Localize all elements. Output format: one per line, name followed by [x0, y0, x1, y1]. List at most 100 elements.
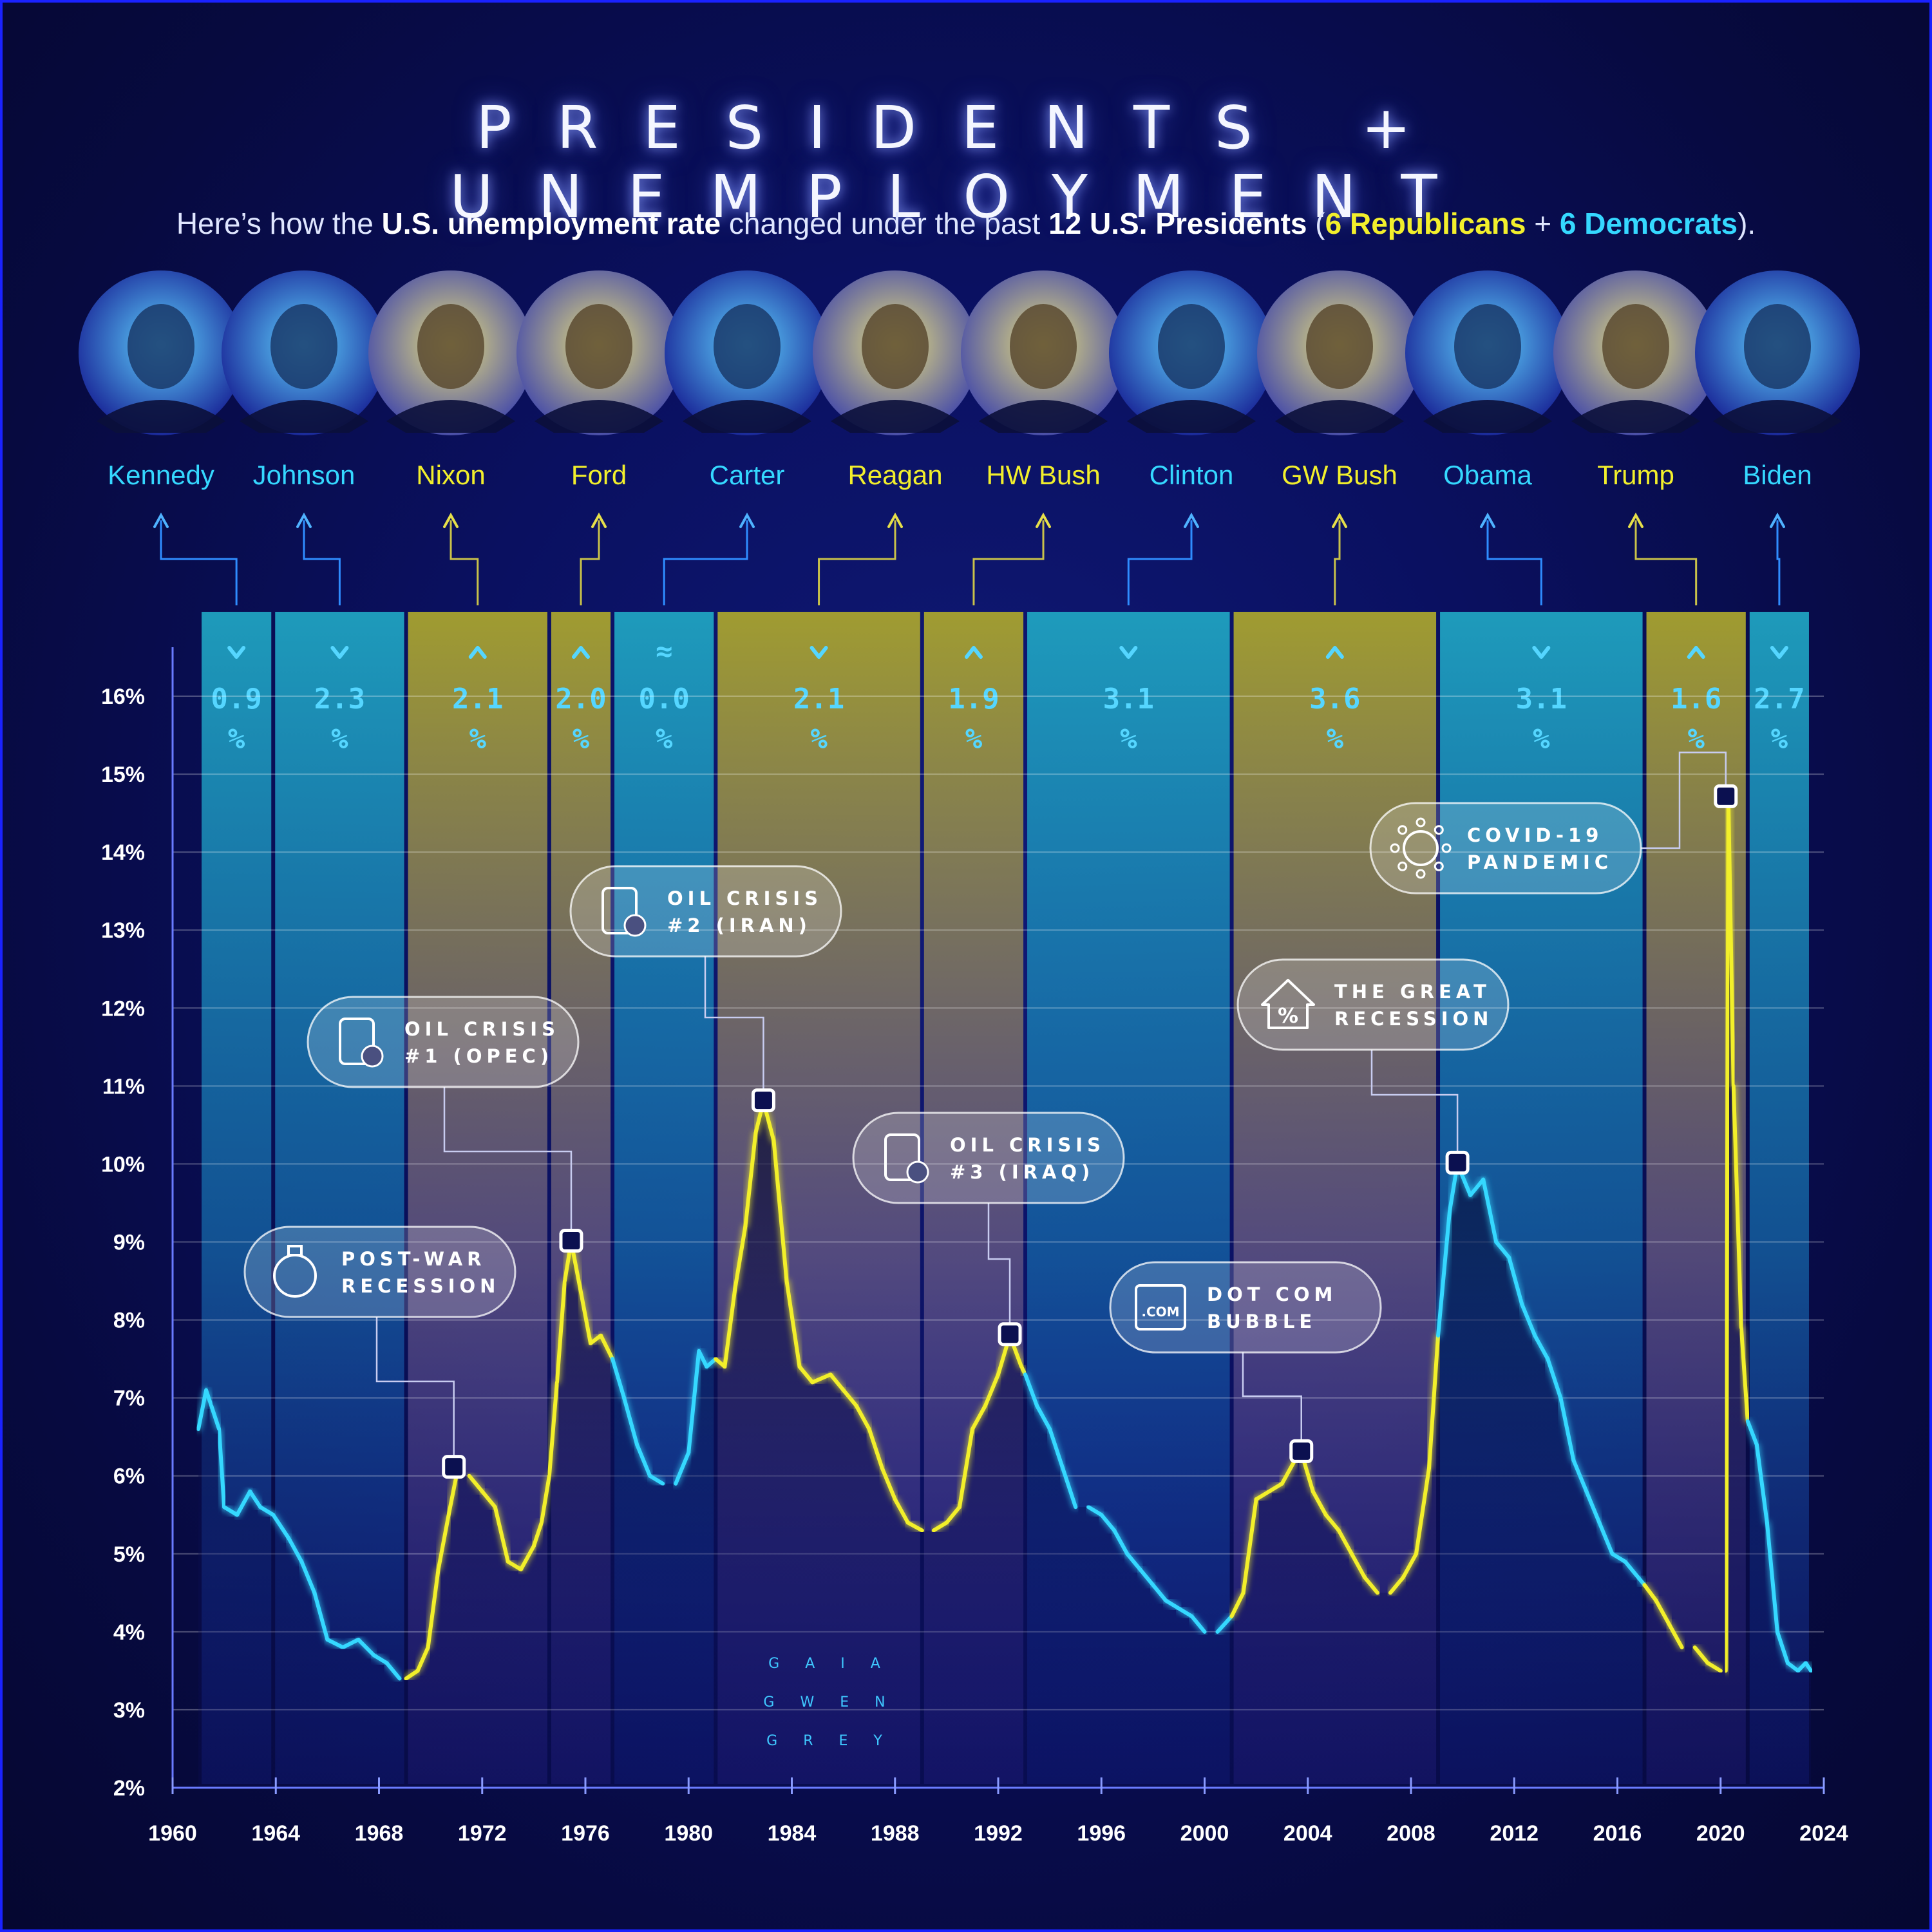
series-segment	[209, 1403, 222, 1432]
annotation-label-line2: BUBBLE	[1207, 1311, 1316, 1332]
series-segment	[867, 1427, 884, 1470]
page-subtitle: Here’s how the U.S. unemployment rate ch…	[0, 206, 1932, 241]
series-segment	[1610, 1551, 1627, 1564]
change-up-icon	[468, 646, 487, 659]
annotation-label-line2: #1 (OPEC)	[404, 1045, 553, 1067]
watermark: GAIA GWEN GREY	[763, 1656, 911, 1749]
virus-spike-icon	[1390, 843, 1400, 853]
x-tick-label: 1984	[768, 1821, 817, 1846]
x-tick-label: 2024	[1799, 1821, 1848, 1846]
president-name: GW Bush	[1282, 460, 1397, 490]
series-segment	[1745, 1419, 1759, 1447]
x-tick-label: 1960	[148, 1821, 197, 1846]
dotcom-window-icon	[1135, 1284, 1186, 1331]
series-segment	[784, 1279, 802, 1369]
series-segment	[797, 1365, 815, 1385]
subtitle-text: (	[1307, 207, 1325, 240]
connector-line	[972, 520, 1045, 605]
portrait-face-silhouette-icon	[565, 304, 632, 389]
change-unit: %	[1533, 723, 1550, 755]
annotation-label-line1: POST-WAR	[341, 1248, 486, 1270]
y-tick-label: 9%	[113, 1231, 145, 1255]
watermark-text: GWEN	[763, 1694, 911, 1710]
series-segment	[1667, 1622, 1684, 1650]
series-segment	[970, 1403, 987, 1432]
annotation-box	[307, 996, 580, 1088]
connector-line	[1127, 520, 1193, 605]
series-segment	[312, 1591, 330, 1642]
chart-axes: 16%15%14%13%12%11%10%9%8%7%6%5%4%3%2%196…	[101, 647, 1848, 1846]
series-segment	[1726, 795, 1736, 1088]
change-value: 3.1	[1103, 683, 1154, 715]
portrait-face-silhouette-icon	[1010, 304, 1077, 389]
subtitle-text: +	[1526, 207, 1560, 240]
x-tick-label: 1996	[1077, 1821, 1126, 1846]
series-segment	[723, 1287, 737, 1369]
connector-arrow-icon	[153, 512, 169, 528]
president-name: Nixon	[416, 460, 485, 490]
series-segment	[1427, 1333, 1441, 1470]
series-segment	[931, 1520, 949, 1533]
series-segment	[1388, 1575, 1405, 1595]
x-tick-label: 2012	[1490, 1821, 1539, 1846]
series-segment	[1086, 1505, 1104, 1517]
change-value: 0.9	[211, 683, 261, 715]
change-unit: %	[656, 723, 673, 755]
annotation-label-line2: #2 (IRAN)	[667, 914, 811, 936]
president-name: Johnson	[253, 460, 355, 490]
change-down-icon	[1770, 646, 1788, 659]
series-segment	[258, 1505, 276, 1517]
series-segment	[341, 1637, 361, 1650]
series-segment	[1739, 1325, 1750, 1423]
president-name: Trump	[1597, 460, 1674, 490]
connector-line	[818, 520, 896, 605]
series-segment	[506, 1559, 523, 1571]
series-segment	[674, 1450, 691, 1486]
portrait-shoulders-icon	[535, 400, 663, 433]
series-segment	[404, 1669, 420, 1681]
series-segment	[1336, 1528, 1354, 1556]
connector-arrow-icon	[1480, 512, 1495, 528]
series-segment	[1023, 1372, 1039, 1408]
portrait-face-silhouette-icon	[1306, 304, 1373, 389]
virus-icon	[1403, 830, 1439, 866]
series-segment	[743, 1131, 758, 1229]
series-segment	[1125, 1551, 1142, 1571]
connector-arrow-icon	[887, 512, 903, 528]
president-name: Ford	[571, 460, 627, 490]
president-name: Clinton	[1150, 460, 1234, 490]
annotation-label-line2: PANDEMIC	[1467, 851, 1613, 873]
change-unit: %	[1771, 723, 1788, 755]
change-up-icon	[1687, 646, 1705, 659]
change-down-icon	[330, 646, 349, 659]
annotation-label-line1: THE GREAT	[1334, 981, 1491, 1003]
series-segment	[1723, 795, 1730, 1673]
change-down-icon	[227, 646, 246, 659]
annotation-marker	[1445, 1150, 1470, 1175]
connector-arrow-icon	[1332, 512, 1347, 528]
portrait-shoulders-icon	[1275, 400, 1404, 433]
oil-barrel-icon	[601, 887, 638, 934]
series-segment	[1654, 1598, 1671, 1626]
series-segment	[531, 1520, 544, 1548]
annotation-leader-line	[1641, 752, 1727, 849]
change-down-icon	[1532, 646, 1551, 659]
series-segment	[905, 1520, 924, 1533]
x-tick-label: 1968	[355, 1821, 404, 1846]
series-segment	[372, 1653, 389, 1665]
portrait-face-silhouette-icon	[714, 304, 781, 389]
portrait-shoulders-icon	[831, 400, 960, 433]
change-value: 2.1	[793, 683, 844, 715]
series-segment	[1642, 1583, 1658, 1603]
series-segment	[622, 1396, 639, 1447]
series-segment	[1099, 1513, 1117, 1533]
series-segment	[648, 1473, 665, 1486]
subtitle-text: Here’s how the	[176, 207, 382, 240]
series-segment	[539, 1473, 551, 1525]
series-segment	[217, 1427, 227, 1510]
change-unit: %	[965, 723, 983, 755]
y-tick-label: 13%	[101, 918, 145, 943]
president-portraits: Kennedy Johnson Nixon Ford Carter Reagan HW Bu…	[79, 270, 1860, 490]
connector-line	[1334, 520, 1341, 605]
